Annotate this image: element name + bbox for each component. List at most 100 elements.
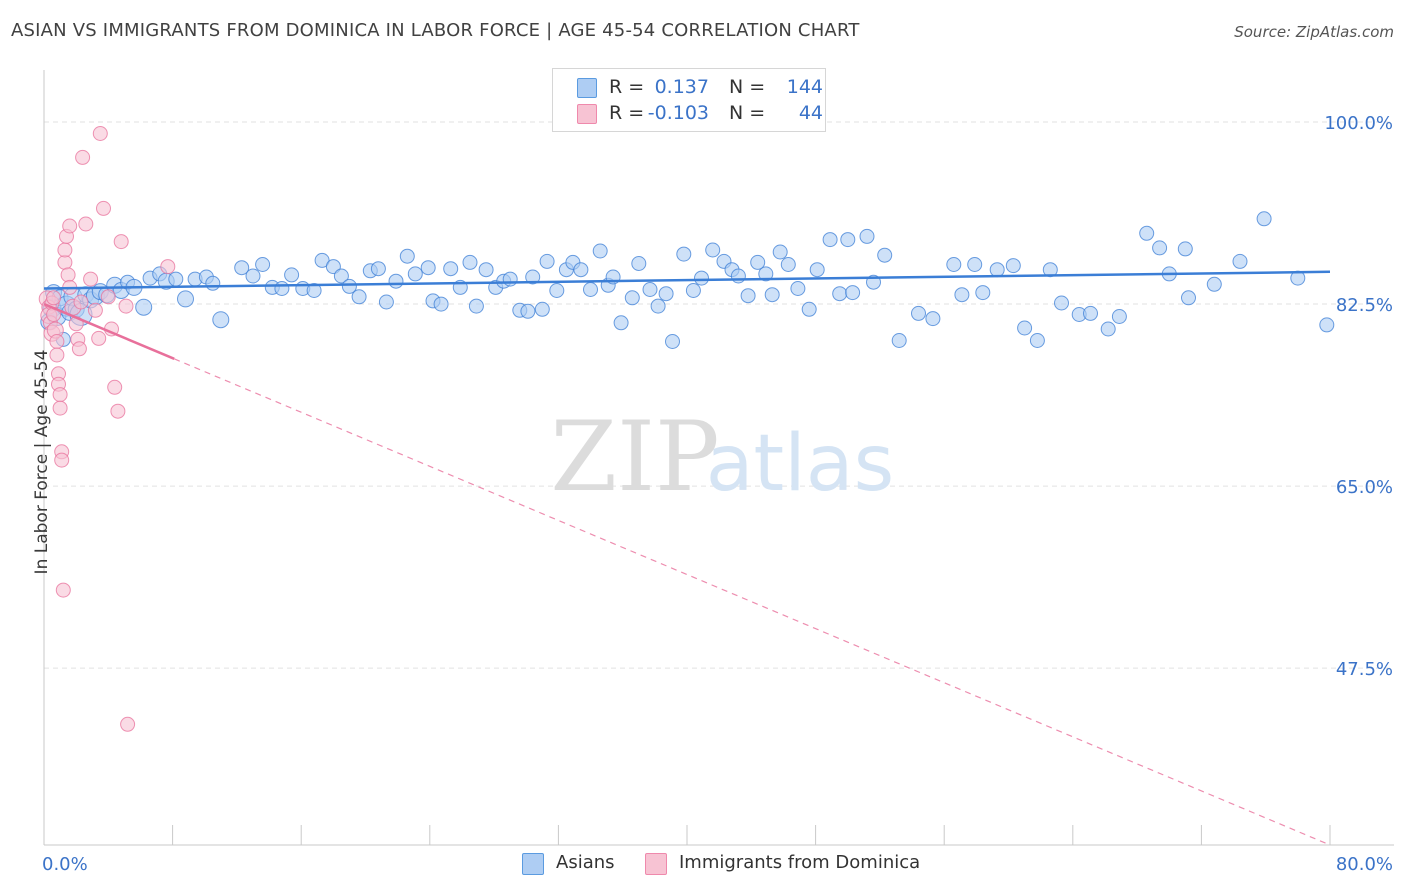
data-point xyxy=(694,270,709,286)
data-point xyxy=(433,296,449,312)
data-point xyxy=(92,126,108,141)
data-point xyxy=(177,290,194,308)
data-point xyxy=(314,252,330,268)
data-point xyxy=(83,271,99,287)
data-point xyxy=(705,242,721,258)
data-point xyxy=(407,266,423,282)
data-points xyxy=(38,126,1335,732)
data-point xyxy=(1017,320,1033,336)
chart-title: ASIAN VS IMMIGRANTS FROM DOMINICA IN LAB… xyxy=(11,20,860,41)
y-tick-label: 47.5% xyxy=(1336,659,1393,680)
data-point xyxy=(840,232,856,248)
data-point xyxy=(1005,258,1021,274)
data-point xyxy=(73,294,89,310)
data-point xyxy=(592,243,608,259)
data-point xyxy=(539,253,555,269)
data-point xyxy=(1029,333,1045,348)
data-point xyxy=(370,261,386,277)
data-point xyxy=(911,305,926,321)
y-tick-label: 82.5% xyxy=(1336,295,1393,316)
data-point xyxy=(1042,262,1058,278)
data-point xyxy=(946,257,962,272)
bottom-legend-label-dominica: Immigrants from Dominica xyxy=(679,852,921,873)
y-tick-label: 100.0% xyxy=(1324,113,1393,134)
x-tick-label: 0.0% xyxy=(42,854,88,875)
legend: R = 0.137 N = 144 R = -0.103 N = 44 xyxy=(552,68,826,132)
series-points-dominica xyxy=(38,126,176,732)
data-point xyxy=(1152,240,1168,256)
data-point xyxy=(685,283,701,298)
data-point xyxy=(1181,290,1196,306)
trend-line-asians xyxy=(43,270,1331,290)
data-point xyxy=(255,257,271,272)
data-point xyxy=(989,262,1005,278)
data-point xyxy=(160,259,176,275)
data-point xyxy=(801,301,817,317)
data-point xyxy=(87,302,103,318)
data-point xyxy=(341,278,357,294)
data-point xyxy=(378,294,394,310)
data-point xyxy=(46,290,62,306)
data-point xyxy=(1206,276,1222,292)
data-point xyxy=(1083,305,1098,321)
data-point xyxy=(624,290,640,306)
data-point xyxy=(71,341,87,357)
legend-r-value: 0.137 xyxy=(654,76,709,98)
data-point xyxy=(351,289,367,305)
bottom-legend-label-asians: Asians xyxy=(556,852,615,873)
data-point xyxy=(49,334,65,349)
y-tick-label: 65.0% xyxy=(1336,477,1393,498)
watermark-zip: ZIP xyxy=(550,401,719,513)
trend-line-dominica xyxy=(43,302,175,360)
data-point xyxy=(54,452,70,468)
data-point xyxy=(420,260,436,276)
data-point xyxy=(1111,309,1127,324)
legend-r-value: -0.103 xyxy=(647,102,709,124)
data-point xyxy=(462,254,478,270)
data-point xyxy=(388,273,404,289)
data-point xyxy=(642,282,658,297)
data-point xyxy=(764,287,780,303)
data-point xyxy=(891,333,907,348)
data-point xyxy=(75,149,91,165)
data-point xyxy=(613,315,629,331)
legend-r-label: R = xyxy=(609,102,645,124)
x-tick-label: 80.0% xyxy=(1336,854,1393,875)
data-point xyxy=(1054,295,1069,311)
data-point xyxy=(676,246,692,262)
data-point xyxy=(573,262,589,278)
watermark: ZIP atlas xyxy=(550,401,894,513)
legend-n-label: N = xyxy=(729,102,766,124)
data-point xyxy=(502,271,518,287)
data-point xyxy=(52,387,68,403)
data-point xyxy=(110,403,126,419)
data-point xyxy=(62,218,78,234)
data-point xyxy=(583,282,598,297)
data-point xyxy=(113,234,129,250)
data-point xyxy=(478,262,494,278)
data-point xyxy=(822,232,838,248)
legend-r-label: R = xyxy=(609,76,645,98)
data-point xyxy=(78,216,94,232)
tick-labels: 100.0% 82.5% 65.0% 47.5% 0.0% 80.0% xyxy=(42,113,1393,875)
data-point xyxy=(1232,253,1248,269)
legend-swatch-dominica xyxy=(577,104,597,124)
source-label: Source: ZipAtlas.com xyxy=(1234,23,1394,41)
data-point xyxy=(135,298,153,316)
data-point xyxy=(975,285,991,301)
data-point xyxy=(549,283,565,298)
data-point xyxy=(52,400,68,416)
data-point xyxy=(91,330,107,346)
data-point xyxy=(49,347,65,363)
data-point xyxy=(832,286,848,302)
data-point xyxy=(96,200,111,216)
data-point xyxy=(1100,321,1116,337)
y-axis-title: In Labor Force | Age 45-54 xyxy=(32,349,52,575)
data-point xyxy=(468,298,484,314)
bottom-legend-swatch-asians xyxy=(522,853,544,875)
data-point xyxy=(234,260,250,276)
data-point xyxy=(443,261,459,277)
data-point xyxy=(925,311,941,327)
grid-lines xyxy=(44,121,1394,669)
